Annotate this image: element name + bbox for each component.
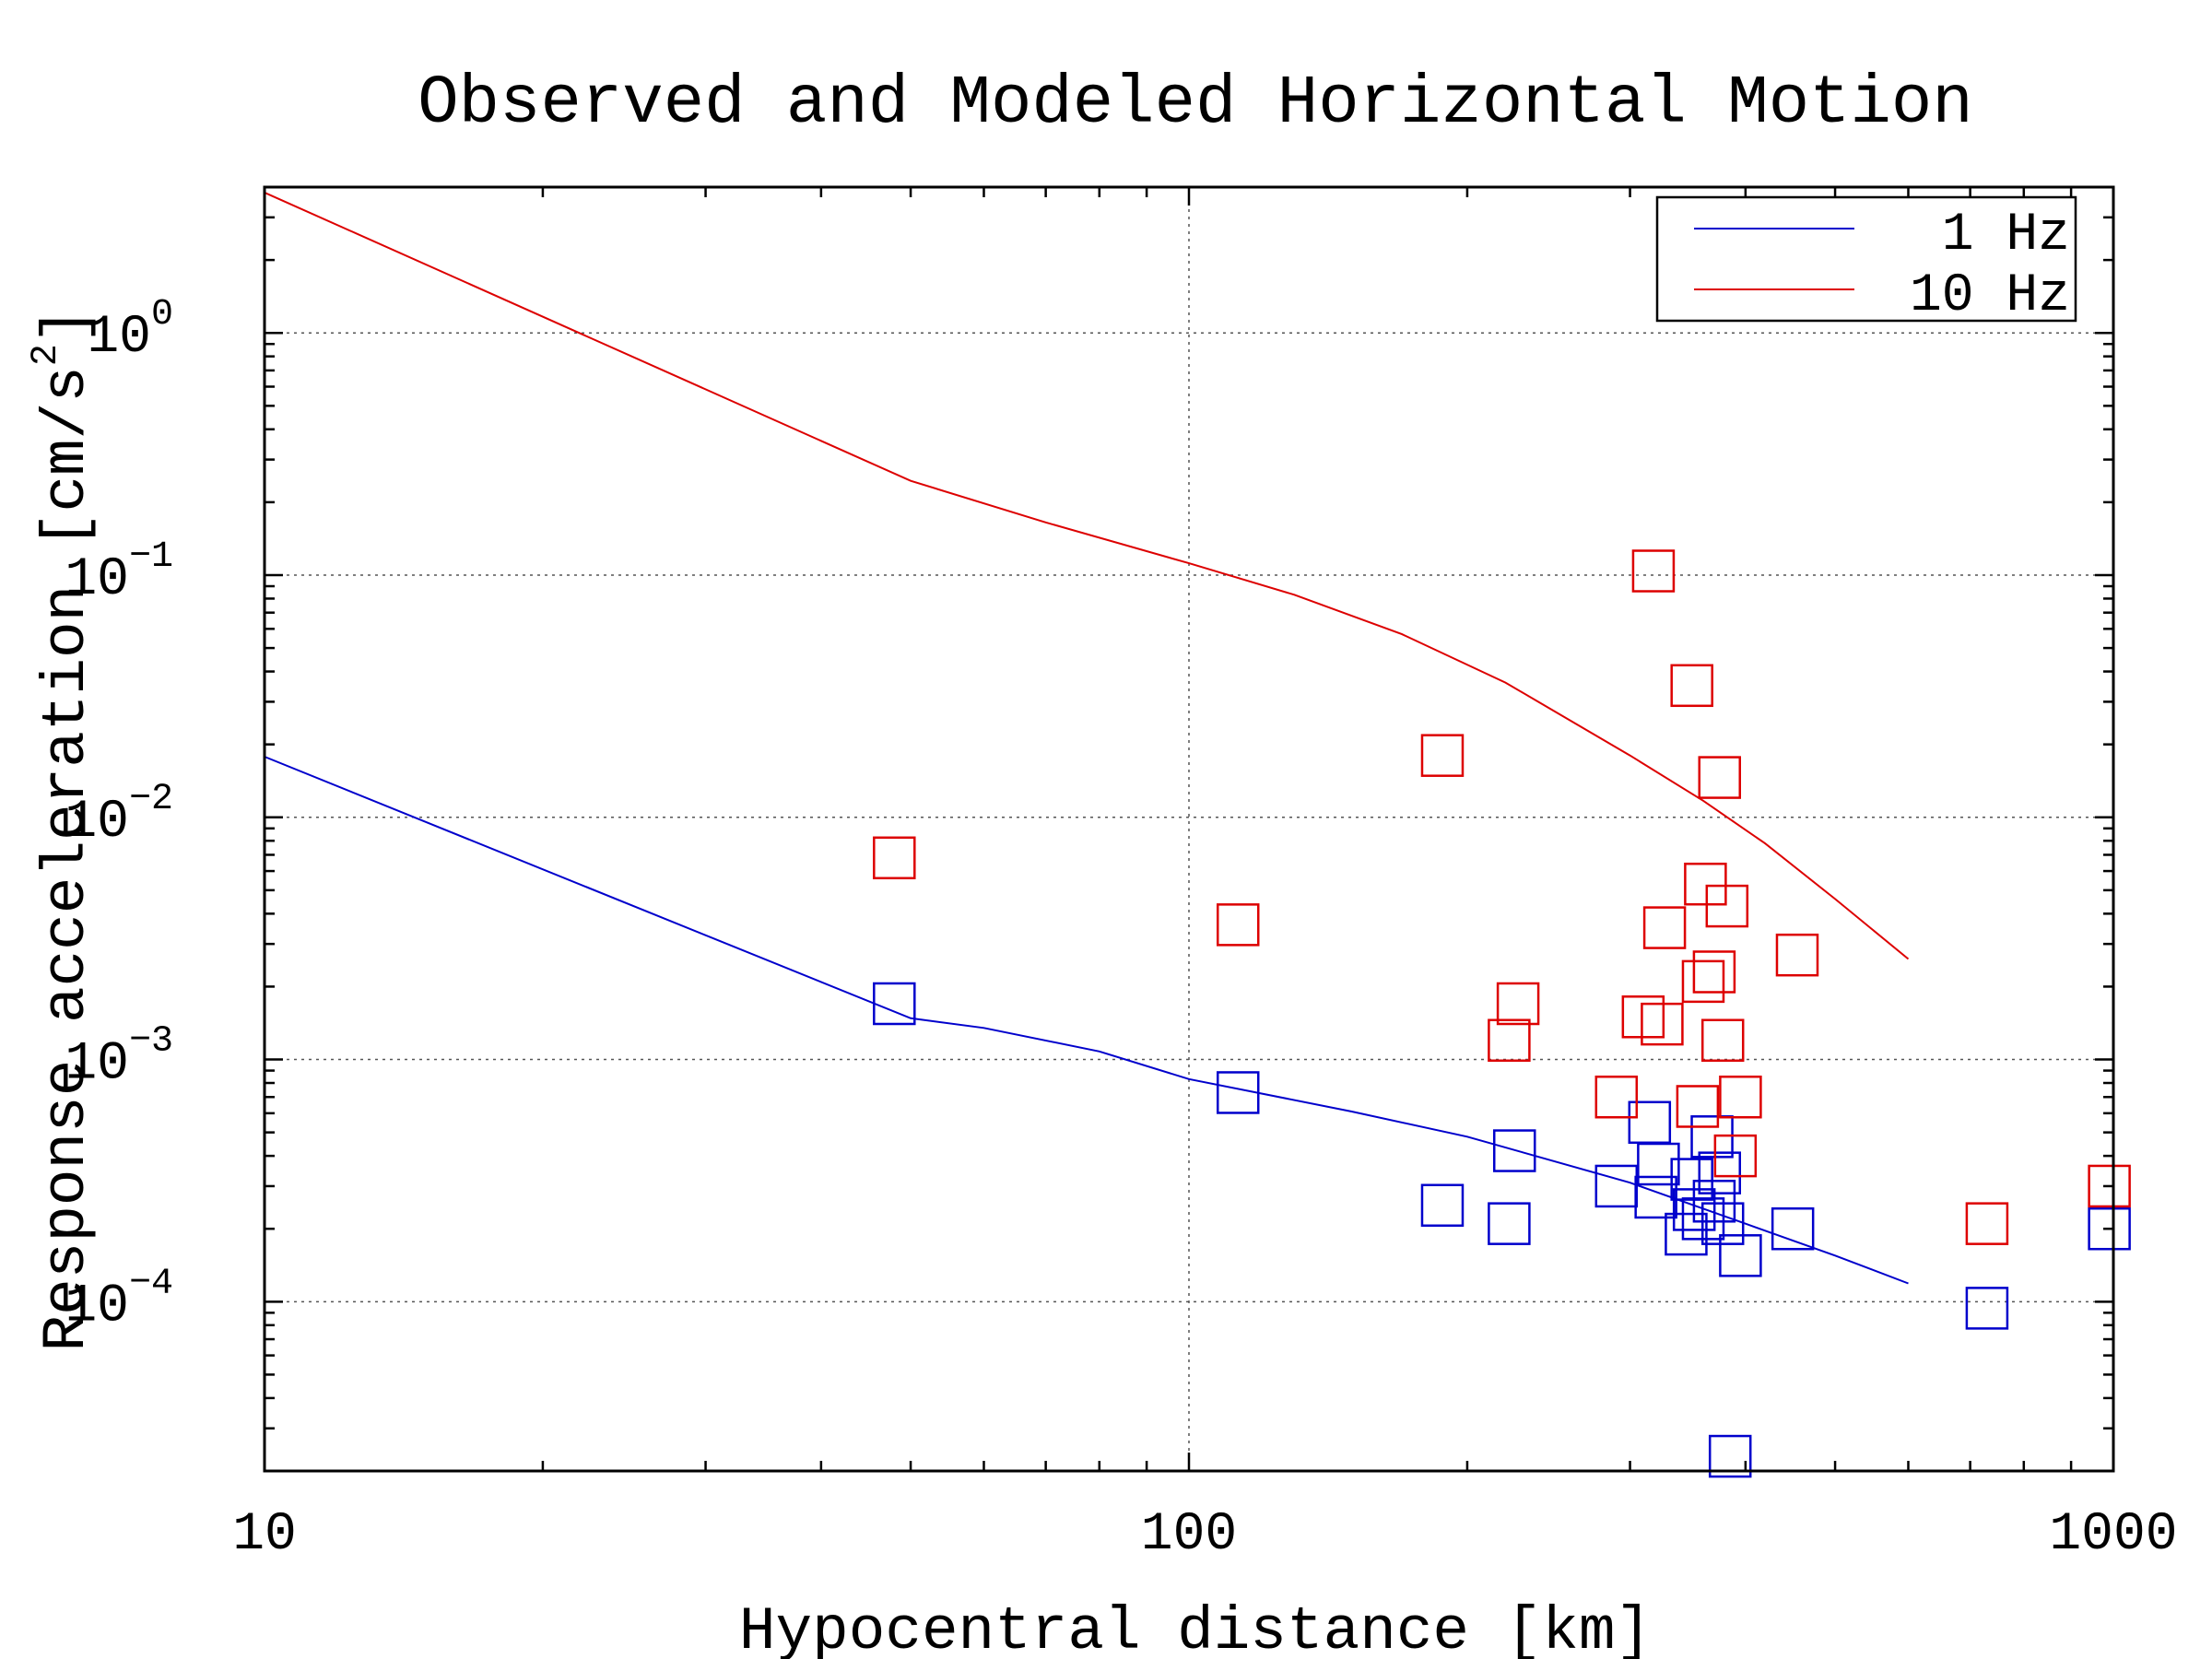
observed-point-1hz: [1698, 1151, 1742, 1194]
observed-point-10hz: [1488, 1018, 1531, 1062]
legend-label-1hz: 1 Hz: [1942, 206, 2070, 265]
observed-point-10hz: [1420, 734, 1465, 777]
y-axis-label-bracket: ]: [32, 308, 101, 345]
observed-point-10hz: [1775, 933, 1819, 977]
observed-point-10hz: [1700, 1018, 1745, 1062]
observed-point-10hz: [1965, 1202, 2009, 1245]
observed-point-10hz: [1641, 1002, 1684, 1046]
observed-point-10hz: [1670, 664, 1713, 708]
y-tick-exponent: −4: [129, 1263, 173, 1304]
y-tick-exponent: −1: [129, 536, 173, 578]
observed-point-10hz: [1713, 1134, 1758, 1178]
y-tick-base: 10: [65, 1277, 129, 1336]
x-tick-labels: 10 100 1000: [232, 1505, 2177, 1565]
observed-point-10hz: [1698, 756, 1742, 799]
observed-point-1hz: [2088, 1206, 2131, 1251]
y-tick-label: 100: [87, 294, 173, 368]
grid: [265, 187, 2113, 1471]
y-axis-label-main: Response acceleration [cm/s: [32, 366, 101, 1351]
observed-point-1hz: [1634, 1175, 1677, 1219]
y-tick-base: 10: [65, 550, 129, 610]
observed-point-1hz: [1488, 1202, 1531, 1245]
model-line-1hz: [264, 756, 1909, 1285]
y-axis-label: Response acceleration [cm/s2]: [26, 308, 101, 1352]
model-line-10hz: [264, 191, 1910, 960]
observed-point-1hz: [1719, 1234, 1762, 1277]
observed-point-1hz: [1965, 1287, 2009, 1330]
observed-point-1hz: [1708, 1434, 1752, 1478]
observed-point-1hz: [1492, 1129, 1536, 1172]
y-tick-label: 10−2: [65, 779, 173, 853]
observed-point-10hz: [1719, 1076, 1762, 1119]
legend-label-10hz: 10 Hz: [1910, 266, 2070, 326]
observed-point-10hz: [1621, 995, 1665, 1039]
observed-point-1hz: [1700, 1202, 1745, 1245]
y-tick-exponent: −2: [129, 779, 173, 820]
observed-point-1hz: [1692, 1180, 1736, 1223]
observed-point-10hz: [1496, 982, 1540, 1026]
x-tick-label: 100: [1141, 1505, 1237, 1565]
observed-point-10hz: [1705, 884, 1749, 928]
y-tick-base: 10: [65, 793, 129, 853]
series-10hz: [264, 191, 2131, 1245]
y-tick-label: 10−1: [65, 536, 173, 610]
y-tick-label: 10−4: [65, 1263, 173, 1336]
y-tick-base: 10: [65, 1035, 129, 1095]
observed-point-1hz: [1771, 1206, 1815, 1251]
observed-point-10hz: [1676, 1085, 1720, 1128]
y-tick-exponent: 0: [151, 294, 173, 335]
legend: 1 Hz 10 Hz: [1655, 195, 2077, 326]
observed-point-10hz: [1216, 903, 1260, 947]
observed-point-1hz: [873, 982, 916, 1026]
chart-title: Observed and Modeled Horizontal Motion: [418, 65, 1972, 143]
observed-point-10hz: [2088, 1164, 2131, 1208]
observed-point-10hz: [1684, 862, 1727, 906]
observed-point-10hz: [1681, 959, 1725, 1004]
observed-point-1hz: [1637, 1142, 1680, 1186]
observed-point-10hz: [1692, 950, 1736, 994]
observed-point-10hz: [1631, 549, 1676, 593]
observed-point-10hz: [873, 836, 916, 880]
y-tick-label: 10−3: [65, 1021, 173, 1095]
y-tick-exponent: −3: [129, 1021, 173, 1063]
observed-point-10hz: [1642, 906, 1687, 949]
x-tick-label: 10: [232, 1505, 297, 1565]
legend-box: [1655, 195, 2077, 323]
observed-point-10hz: [1594, 1076, 1639, 1119]
observed-point-1hz: [1665, 1212, 1708, 1256]
x-axis-label: Hypocentral distance [km]: [739, 1597, 1652, 1659]
plot-frame: [263, 185, 2115, 1473]
x-tick-label: 1000: [2049, 1505, 2177, 1565]
series-layer: [264, 191, 2131, 1478]
observed-point-1hz: [1420, 1183, 1465, 1228]
observed-point-1hz: [1216, 1071, 1260, 1114]
y-axis-label-superscript: 2: [26, 344, 67, 366]
y-tick-base: 10: [87, 308, 151, 368]
